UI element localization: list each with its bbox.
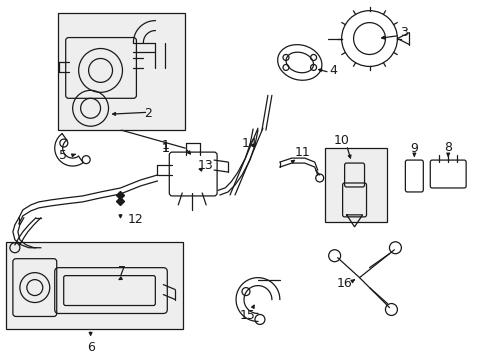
Bar xyxy=(324,148,386,222)
Text: 16: 16 xyxy=(336,277,352,290)
Text: 15: 15 xyxy=(240,309,255,322)
Text: 8: 8 xyxy=(443,141,451,154)
Text: 11: 11 xyxy=(294,145,310,159)
Text: 6: 6 xyxy=(86,341,94,354)
Text: 10: 10 xyxy=(333,134,349,147)
Text: 9: 9 xyxy=(409,141,417,155)
Text: 1: 1 xyxy=(161,141,169,155)
Text: 2: 2 xyxy=(144,107,152,120)
Text: 13: 13 xyxy=(197,158,213,172)
Bar xyxy=(6,242,183,329)
Text: 14: 14 xyxy=(242,137,257,150)
Text: 1: 1 xyxy=(161,141,169,155)
Text: 5: 5 xyxy=(59,149,66,162)
Text: 7: 7 xyxy=(118,265,126,278)
Text: 4: 4 xyxy=(329,64,337,77)
Bar xyxy=(58,13,185,130)
Text: 1: 1 xyxy=(161,139,169,152)
Text: 3: 3 xyxy=(400,26,407,39)
Text: 12: 12 xyxy=(127,213,143,226)
